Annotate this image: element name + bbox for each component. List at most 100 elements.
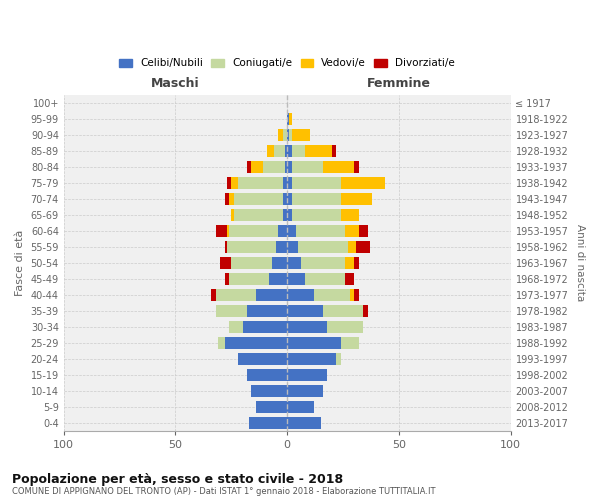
Bar (247, 161, 251, 173)
Bar (232, 177, 238, 189)
Bar (305, 145, 332, 157)
Bar (220, 257, 232, 269)
Bar (328, 321, 363, 333)
Bar (287, 113, 289, 125)
Bar (287, 225, 296, 237)
Bar (238, 177, 283, 189)
Bar (287, 273, 305, 285)
Bar (287, 417, 321, 429)
Bar (227, 225, 229, 237)
Bar (341, 209, 359, 221)
Bar (354, 289, 359, 301)
Bar (332, 145, 337, 157)
Bar (354, 257, 359, 269)
Bar (292, 161, 323, 173)
Bar (341, 337, 359, 349)
Bar (285, 161, 287, 173)
Bar (292, 177, 341, 189)
Bar (287, 209, 292, 221)
Bar (283, 193, 287, 205)
Bar (216, 305, 247, 317)
Bar (233, 209, 283, 221)
Bar (345, 225, 359, 237)
Bar (292, 145, 305, 157)
Bar (278, 129, 283, 141)
Bar (227, 177, 232, 189)
Bar (247, 369, 287, 381)
Bar (232, 209, 233, 221)
Bar (218, 337, 224, 349)
Bar (287, 305, 323, 317)
Bar (301, 257, 345, 269)
Bar (283, 177, 287, 189)
Bar (287, 353, 337, 365)
Text: COMUNE DI APPIGNANO DEL TRONTO (AP) - Dati ISTAT 1° gennaio 2018 - Elaborazione : COMUNE DI APPIGNANO DEL TRONTO (AP) - Da… (12, 488, 436, 496)
Bar (289, 113, 292, 125)
Bar (251, 385, 287, 397)
Bar (274, 145, 285, 157)
Bar (345, 257, 354, 269)
Bar (211, 289, 216, 301)
Bar (292, 209, 341, 221)
Bar (216, 225, 227, 237)
Bar (224, 337, 287, 349)
Bar (292, 129, 310, 141)
Bar (287, 401, 314, 413)
Bar (287, 369, 328, 381)
Bar (224, 273, 229, 285)
Y-axis label: Anni di nascita: Anni di nascita (575, 224, 585, 302)
Bar (287, 129, 289, 141)
Bar (272, 257, 287, 269)
Bar (263, 161, 285, 173)
Bar (242, 321, 287, 333)
Bar (278, 225, 287, 237)
Bar (285, 145, 287, 157)
Bar (227, 241, 276, 253)
Bar (341, 193, 372, 205)
Bar (287, 145, 292, 157)
Bar (287, 385, 323, 397)
Bar (341, 177, 385, 189)
Bar (296, 225, 345, 237)
Bar (232, 257, 272, 269)
Bar (247, 305, 287, 317)
Bar (287, 193, 292, 205)
Bar (314, 289, 350, 301)
Bar (356, 241, 370, 253)
Bar (287, 161, 292, 173)
Bar (269, 273, 287, 285)
Bar (233, 193, 283, 205)
Bar (347, 241, 356, 253)
Y-axis label: Fasce di età: Fasce di età (15, 230, 25, 296)
Bar (337, 353, 341, 365)
Bar (256, 289, 287, 301)
Bar (287, 321, 328, 333)
Bar (276, 241, 287, 253)
Bar (229, 273, 269, 285)
Bar (287, 177, 292, 189)
Bar (345, 273, 354, 285)
Text: Maschi: Maschi (151, 77, 200, 90)
Bar (229, 321, 242, 333)
Bar (224, 193, 229, 205)
Bar (283, 129, 287, 141)
Bar (287, 337, 341, 349)
Bar (229, 193, 233, 205)
Bar (283, 209, 287, 221)
Bar (287, 241, 298, 253)
Bar (249, 417, 287, 429)
Bar (323, 161, 354, 173)
Bar (229, 225, 278, 237)
Bar (216, 289, 256, 301)
Bar (256, 401, 287, 413)
Bar (305, 273, 345, 285)
Text: Femmine: Femmine (367, 77, 431, 90)
Bar (224, 241, 227, 253)
Bar (292, 193, 341, 205)
Bar (238, 353, 287, 365)
Bar (287, 289, 314, 301)
Bar (363, 305, 368, 317)
Bar (354, 161, 359, 173)
Bar (251, 161, 263, 173)
Bar (323, 305, 363, 317)
